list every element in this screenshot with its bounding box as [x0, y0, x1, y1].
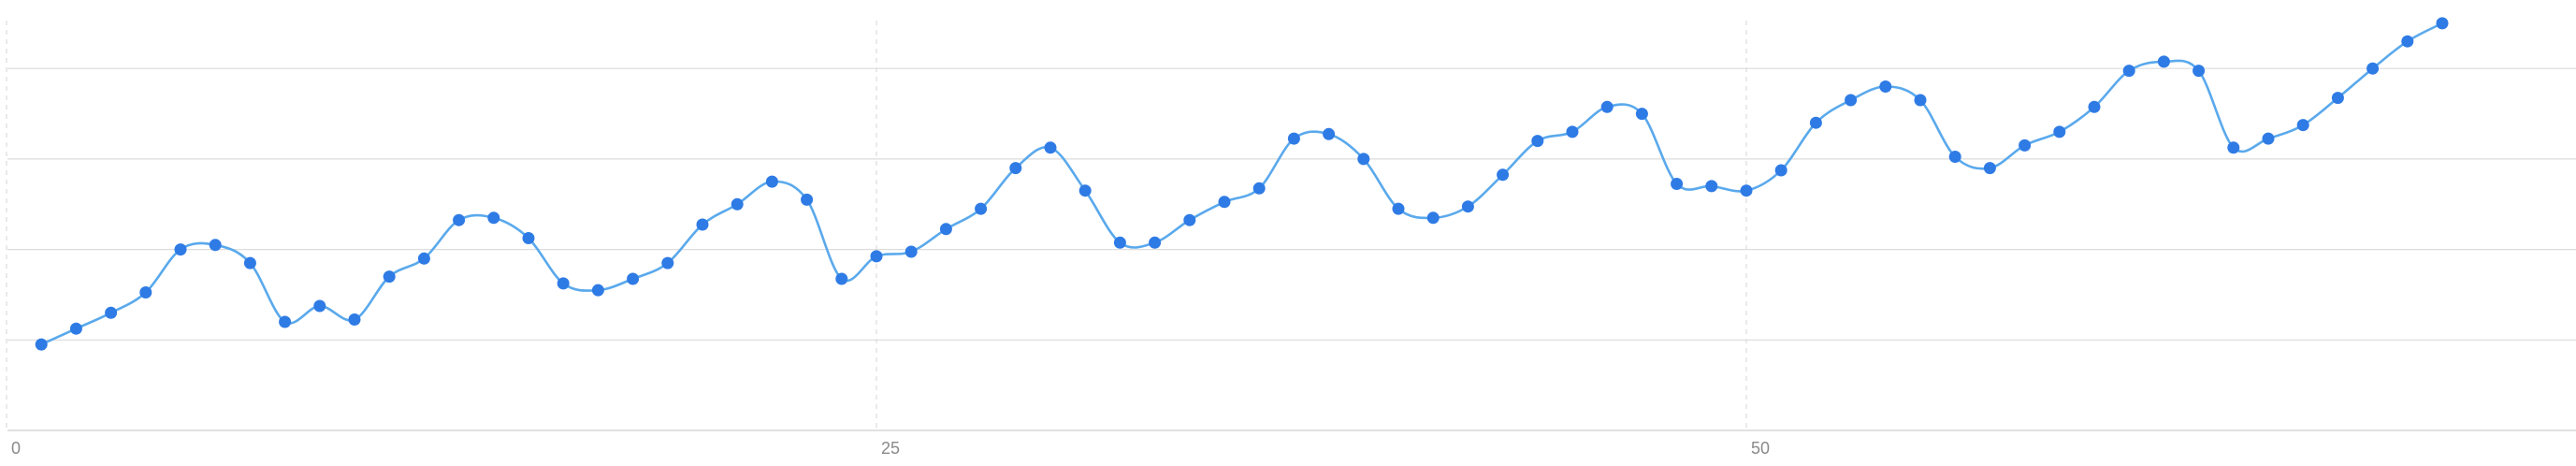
- grid-layer: [6, 21, 2576, 431]
- data-point[interactable]: [2227, 141, 2240, 154]
- x-axis-ticks: 0 25 50: [11, 439, 1770, 458]
- data-point[interactable]: [243, 256, 256, 269]
- data-point[interactable]: [1774, 164, 1787, 177]
- data-point[interactable]: [1809, 116, 1822, 129]
- series-line: [40, 22, 2443, 346]
- data-point[interactable]: [557, 277, 570, 290]
- series-points-layer: [35, 17, 2449, 351]
- data-point[interactable]: [731, 197, 744, 211]
- data-point[interactable]: [1113, 236, 1126, 249]
- data-point[interactable]: [1287, 132, 1300, 145]
- data-point[interactable]: [1635, 108, 1648, 121]
- data-point[interactable]: [2366, 62, 2380, 75]
- data-point[interactable]: [1357, 153, 1370, 166]
- data-point[interactable]: [2262, 132, 2275, 145]
- data-point[interactable]: [661, 256, 674, 269]
- data-point[interactable]: [870, 250, 883, 263]
- data-point[interactable]: [2401, 35, 2414, 48]
- data-point[interactable]: [696, 218, 709, 231]
- data-point[interactable]: [1600, 100, 1614, 113]
- x-tick-label: 25: [881, 439, 900, 458]
- data-point[interactable]: [1218, 196, 1231, 209]
- data-point[interactable]: [1426, 211, 1440, 225]
- data-point[interactable]: [2157, 55, 2170, 68]
- data-point[interactable]: [1252, 182, 1266, 195]
- data-point[interactable]: [487, 211, 500, 225]
- data-point[interactable]: [453, 213, 466, 226]
- data-point[interactable]: [105, 306, 118, 319]
- data-point[interactable]: [1948, 151, 1961, 163]
- data-point[interactable]: [1740, 184, 1753, 197]
- data-point[interactable]: [383, 270, 396, 284]
- data-point[interactable]: [835, 272, 848, 285]
- data-point[interactable]: [2122, 65, 2135, 78]
- data-point[interactable]: [1983, 162, 1996, 175]
- data-point[interactable]: [1323, 127, 1336, 140]
- data-point[interactable]: [591, 284, 604, 297]
- data-point[interactable]: [1078, 184, 1092, 197]
- data-point[interactable]: [1497, 168, 1510, 182]
- data-point[interactable]: [209, 239, 222, 252]
- data-point[interactable]: [1392, 202, 1405, 215]
- data-point[interactable]: [1845, 94, 1858, 107]
- data-point[interactable]: [1149, 236, 1162, 249]
- data-point[interactable]: [2053, 125, 2066, 138]
- data-point[interactable]: [279, 315, 292, 328]
- data-point[interactable]: [939, 223, 952, 236]
- data-point[interactable]: [2331, 92, 2344, 105]
- data-point[interactable]: [417, 252, 430, 265]
- data-point[interactable]: [904, 245, 918, 258]
- data-point[interactable]: [1566, 125, 1579, 138]
- data-point[interactable]: [801, 193, 814, 206]
- data-point[interactable]: [1879, 80, 1892, 93]
- data-point[interactable]: [139, 286, 152, 299]
- data-point[interactable]: [69, 322, 82, 335]
- data-point[interactable]: [1044, 141, 1057, 154]
- data-point[interactable]: [765, 175, 778, 188]
- data-point[interactable]: [2019, 138, 2032, 152]
- data-point[interactable]: [2296, 119, 2309, 132]
- data-point[interactable]: [313, 299, 326, 313]
- data-point[interactable]: [975, 202, 988, 215]
- data-point[interactable]: [1461, 200, 1474, 213]
- data-point[interactable]: [1183, 213, 1196, 226]
- data-point[interactable]: [348, 313, 361, 326]
- data-point[interactable]: [1671, 178, 1684, 190]
- data-point[interactable]: [1009, 162, 1022, 175]
- data-point[interactable]: [627, 272, 640, 285]
- x-tick-label: 0: [11, 439, 21, 458]
- data-point[interactable]: [2436, 17, 2449, 30]
- x-tick-label: 50: [1751, 439, 1770, 458]
- data-point[interactable]: [1531, 135, 1544, 148]
- data-point[interactable]: [174, 243, 187, 256]
- data-point[interactable]: [1705, 180, 1718, 193]
- data-point[interactable]: [1914, 94, 1927, 107]
- data-point[interactable]: [35, 338, 48, 351]
- data-point[interactable]: [2192, 65, 2206, 78]
- data-point[interactable]: [522, 232, 535, 244]
- series-line-layer: [40, 22, 2443, 346]
- data-point[interactable]: [2088, 100, 2101, 113]
